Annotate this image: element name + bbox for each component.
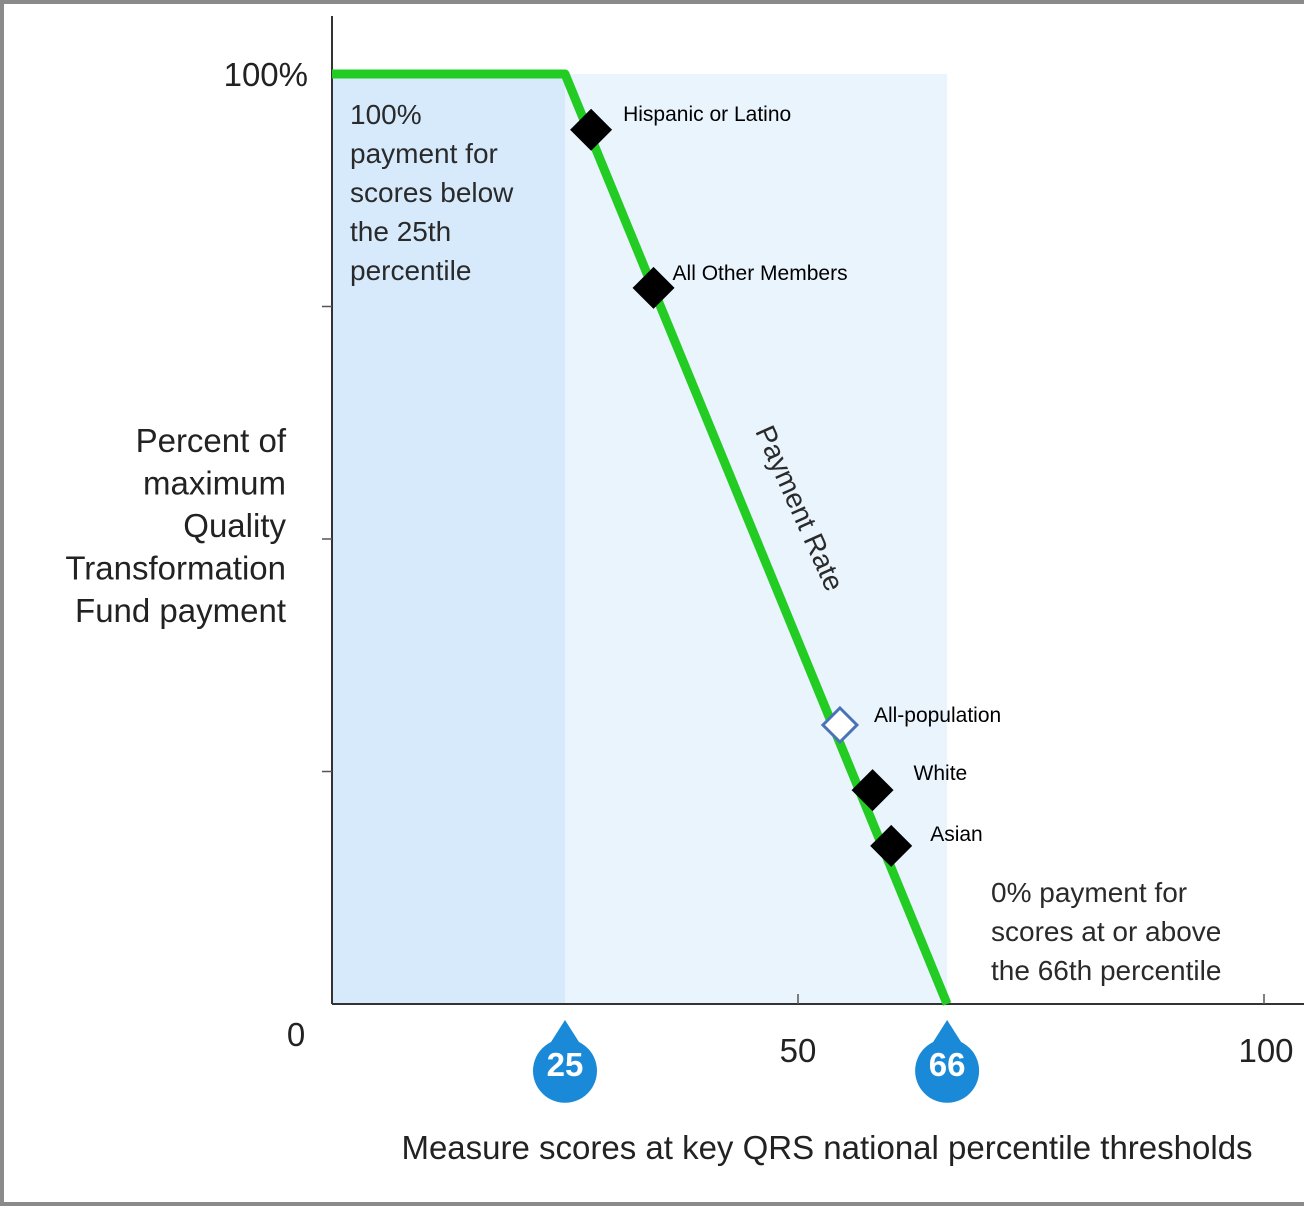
left-annotation-line: payment for [350, 138, 498, 169]
point-marker-white [851, 769, 894, 812]
point-label-all-other-members: All Other Members [673, 262, 848, 285]
point-marker-hispanic-or-latino [570, 108, 613, 151]
left-annotation-line: scores below [350, 177, 514, 208]
point-label-white: White [914, 762, 968, 785]
y-axis-title-line: Quality [183, 507, 286, 544]
y-axis-title-line: Transformation [65, 550, 286, 587]
point-marker-all-other-members [632, 266, 675, 309]
point-marker-all-population [820, 705, 860, 745]
x-tick-label-100: 100 [1238, 1032, 1293, 1069]
threshold-label-25: 25 [547, 1046, 584, 1083]
left-annotation-line: 100% [350, 99, 422, 130]
y-axis-title: Percent of maximum Quality Transformation Fu… [65, 422, 287, 629]
threshold-pin-shape [533, 1020, 597, 1103]
y-axis-ticks [322, 305, 332, 773]
point-marker-asian [870, 824, 913, 867]
data-points: Hispanic or Latino All Other Members All-p… [570, 103, 1001, 867]
x-axis-ticks [797, 994, 1265, 1004]
y-tick-label-100pct: 100% [224, 56, 308, 93]
x-tick-label-0: 0 [287, 1016, 305, 1053]
left-region-annotation: 100% payment for scores below the 25th perce… [350, 99, 514, 286]
point-label-asian: Asian [930, 823, 983, 846]
payment-rate-chart: 0 50 100 100% 25 66 Measure scores at ke… [65, 16, 1304, 1166]
left-annotation-line: the 25th [350, 216, 451, 247]
right-annotation-line: 0% payment for [991, 877, 1187, 908]
threshold-marker-66: 66 [915, 1020, 980, 1103]
y-axis-title-line: Percent of [136, 422, 287, 459]
right-region-annotation: 0% payment for scores at or above the 66th… [991, 877, 1221, 986]
x-tick-label-50: 50 [780, 1032, 817, 1069]
point-label-hispanic-or-latino: Hispanic or Latino [623, 103, 791, 126]
threshold-pin-shape [915, 1020, 980, 1103]
x-axis-title: Measure scores at key QRS national perce… [401, 1129, 1252, 1166]
y-axis-title-line: Fund payment [75, 592, 286, 629]
point-label-all-population: All-population [874, 704, 1001, 727]
left-annotation-line: percentile [350, 255, 471, 286]
right-annotation-line: scores at or above [991, 916, 1221, 947]
right-annotation-line: the 66th percentile [991, 955, 1221, 986]
threshold-marker-25: 25 [533, 1020, 597, 1103]
y-axis-title-line: maximum [143, 465, 286, 502]
below-25th-region [332, 74, 565, 1004]
threshold-label-66: 66 [929, 1046, 966, 1083]
payment-rate-line [332, 69, 952, 1006]
